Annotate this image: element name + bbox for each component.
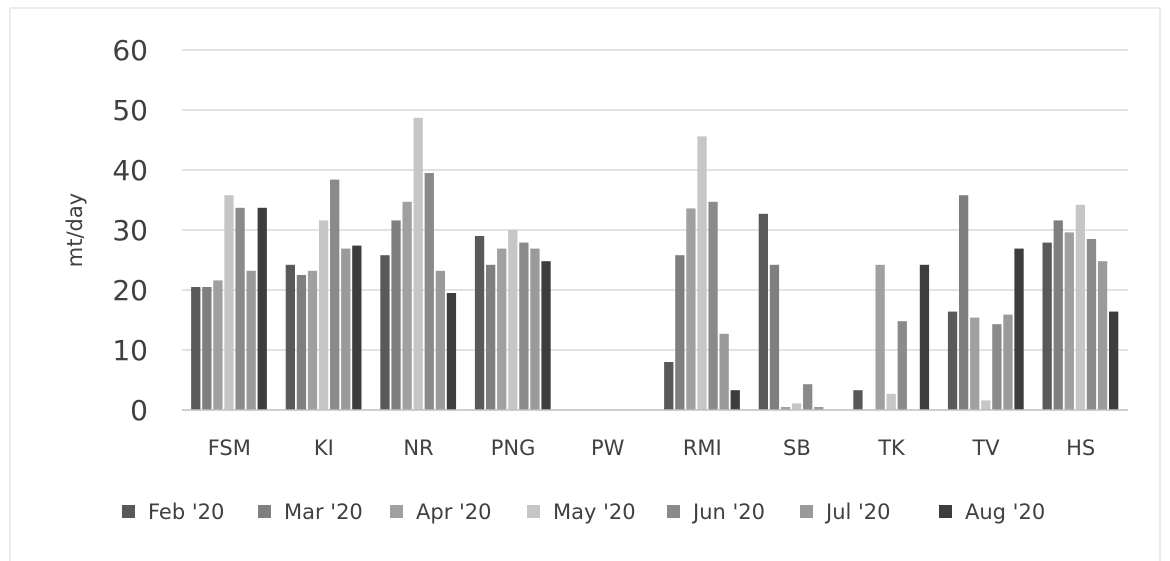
legend-swatch [667,505,680,518]
bar [402,201,412,410]
x-tick-label: RMI [683,436,722,460]
bar [814,407,824,410]
y-tick-label: 10 [112,334,148,367]
bar [213,280,223,410]
bar [730,390,740,410]
bar [519,242,529,410]
bar [675,255,685,410]
legend-label: May '20 [553,500,636,524]
x-tick-label: SB [783,436,811,460]
bar [541,261,551,410]
y-tick-label: 50 [112,94,148,127]
bar [508,230,518,410]
bar [686,208,696,410]
bar [296,275,307,410]
bar [1086,239,1097,410]
bar [191,287,201,410]
x-tick-label: PNG [491,436,536,460]
legend-label: Feb '20 [148,500,224,524]
legend-label: Aug '20 [965,500,1045,524]
x-tick-label: HS [1066,436,1095,460]
bar [919,264,930,410]
legend-label: Jul '20 [824,500,891,524]
bar [530,248,540,410]
bar [202,287,212,410]
legend-swatch [390,505,403,518]
bar [1097,261,1108,410]
bar [446,293,457,410]
gridlines [182,49,1128,351]
bar [307,270,318,410]
x-tick-label: TV [971,436,1000,460]
bar [246,270,256,410]
bar [1003,314,1013,410]
bar [1109,311,1119,410]
legend: Feb '20 Mar '20 Apr '20 May '20 Jun '20 Jul '… [122,500,1045,524]
bar [235,207,245,410]
bar [474,236,485,410]
x-tick-label: KI [314,436,334,460]
bar [780,407,791,410]
bar [803,384,813,410]
bar [992,324,1002,410]
legend-swatch [258,505,271,518]
bar [380,255,390,410]
bar [981,400,991,410]
bar [769,264,780,410]
y-tick-label: 40 [112,154,148,187]
x-tick-label: PW [591,436,625,460]
bar [413,117,423,411]
legend-swatch [527,505,540,518]
y-tick-label: 30 [112,214,148,247]
legend-label: Mar '20 [284,500,363,524]
bar [970,317,980,410]
bar [719,333,729,410]
bar [435,270,446,410]
bar [697,136,707,410]
bars [191,117,1119,411]
x-tick-label: TK [877,436,906,460]
bar [1075,204,1086,410]
legend-swatch [122,505,135,518]
y-tick-label: 60 [112,34,148,67]
bar [1053,220,1063,410]
legend-label: Apr '20 [416,500,492,524]
bar [886,393,896,410]
bar [947,311,958,410]
bar [1014,248,1024,410]
bar [257,207,267,410]
x-tick-label: NR [403,436,433,460]
bar [330,179,340,410]
bar [875,264,885,410]
bar [352,245,362,410]
bar [1042,242,1052,410]
bar [497,248,507,410]
y-tick-labels: 0 10 20 30 40 50 60 [112,34,148,427]
legend-label: Jun '20 [691,500,765,524]
bar [1064,232,1074,410]
y-tick-label: 20 [112,274,148,307]
bar [758,213,768,410]
bar [853,390,863,410]
bar [285,264,295,410]
bar [485,264,496,410]
bar [224,195,234,410]
bar [341,248,351,410]
bar [897,321,907,410]
bar [424,173,434,410]
bar [391,220,401,410]
y-tick-label: 0 [130,394,148,427]
y-axis-label: mt/day [63,193,87,267]
bar [664,362,674,410]
bar [958,195,969,410]
x-tick-label: FSM [208,436,251,460]
x-tick-labels: FSM KI NR PNG PW RMI SB TK TV HS [208,436,1096,460]
legend-swatch [800,505,813,518]
bar [791,403,802,410]
bar [708,201,718,410]
bar [318,220,329,410]
legend-swatch [939,505,952,518]
